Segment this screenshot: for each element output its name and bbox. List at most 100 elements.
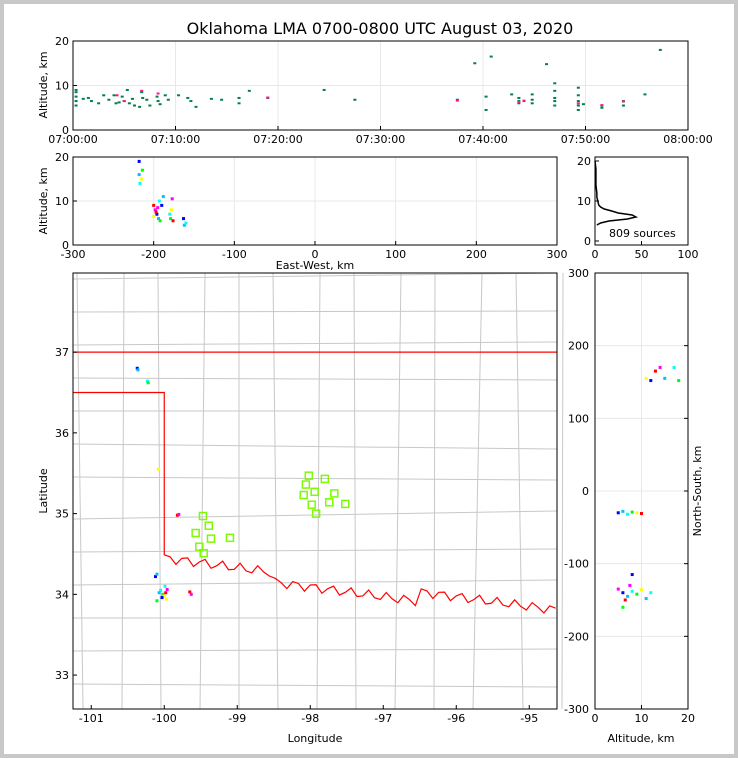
map-ylabel: Latitude xyxy=(37,468,50,514)
source-mark xyxy=(74,95,78,98)
county-line xyxy=(72,648,558,652)
station-marker xyxy=(330,489,339,498)
source-mark xyxy=(530,98,534,101)
station-marker xyxy=(225,533,235,543)
source-mark xyxy=(130,97,134,100)
x-tick-label: 20 xyxy=(681,712,695,725)
source-point xyxy=(152,203,156,207)
histogram-line xyxy=(594,160,639,226)
station-marker xyxy=(195,542,204,551)
station-marker xyxy=(301,480,311,489)
county-line xyxy=(72,510,558,520)
source-point xyxy=(140,177,144,181)
source-mark xyxy=(97,102,101,105)
source-point xyxy=(165,588,169,592)
source-mark xyxy=(140,91,144,94)
source-point xyxy=(626,512,630,516)
source-mark xyxy=(484,108,488,111)
plan-view-map-panel: -101 -100 -99 -98 -97 -96 -95 33 34 35 36 37 xyxy=(55,272,564,725)
source-mark xyxy=(220,98,224,101)
map-xlabel: Longitude xyxy=(288,732,343,745)
county-line xyxy=(157,272,162,710)
y-tick-label: 37 xyxy=(55,346,69,359)
station-marker xyxy=(204,521,214,530)
source-mark xyxy=(140,89,144,92)
y-tick-label: 10 xyxy=(55,80,69,93)
x-tick-label: 07:40:00 xyxy=(458,133,507,146)
source-point xyxy=(189,592,193,596)
county-line xyxy=(272,272,279,710)
eastwest-altitude-panel: -300 -200 -100 0 100 200 300 0 10 20 xyxy=(55,151,568,261)
source-point xyxy=(156,206,160,210)
x-tick-label: -100 xyxy=(222,248,247,261)
source-point xyxy=(155,572,159,576)
source-mark xyxy=(266,96,270,99)
source-point xyxy=(621,605,625,609)
source-point xyxy=(616,587,620,591)
source-point xyxy=(163,584,167,588)
source-point xyxy=(146,381,150,385)
y-tick-label: 33 xyxy=(55,669,69,682)
source-mark xyxy=(621,104,625,107)
x-tick-label: -97 xyxy=(374,712,392,725)
x-tick-label: -300 xyxy=(61,248,86,261)
source-point xyxy=(138,181,142,185)
x-tick-label: 300 xyxy=(547,248,568,261)
y-tick-label: 20 xyxy=(55,151,69,164)
source-point xyxy=(649,379,653,383)
county-line xyxy=(72,443,558,450)
source-mark xyxy=(473,62,477,65)
station-marker xyxy=(191,528,200,538)
source-point xyxy=(644,376,648,380)
x-tick-label: 0 xyxy=(592,712,599,725)
source-mark xyxy=(138,105,142,108)
altitude-histogram-panel: 0 50 100 0 10 20 xyxy=(577,155,699,261)
source-mark xyxy=(156,100,160,103)
source-mark xyxy=(102,94,106,97)
source-point xyxy=(161,195,165,199)
x-tick-label: 200 xyxy=(466,248,487,261)
source-point xyxy=(640,588,643,592)
y-tick-label: 300 xyxy=(568,267,589,280)
source-point xyxy=(184,221,188,225)
source-point xyxy=(621,509,625,513)
source-mark xyxy=(209,97,213,100)
source-mark xyxy=(148,104,152,107)
source-mark xyxy=(621,100,625,103)
county-line xyxy=(515,272,524,710)
county-line xyxy=(353,272,357,710)
source-point xyxy=(155,212,159,216)
source-point xyxy=(626,594,630,598)
source-mark xyxy=(120,95,124,98)
source-mark xyxy=(156,92,160,95)
station-marker xyxy=(304,471,314,480)
x-tick-label: -101 xyxy=(79,712,104,725)
x-tick-label: 0 xyxy=(592,248,599,261)
county-line xyxy=(72,272,558,280)
source-mark xyxy=(643,93,647,96)
source-mark xyxy=(81,97,85,100)
station-marker xyxy=(324,498,334,507)
source-mark xyxy=(553,104,557,107)
ns-ylabel: North-South, km xyxy=(691,446,704,537)
source-mark xyxy=(74,100,78,103)
source-mark xyxy=(517,96,521,99)
source-mark xyxy=(186,96,190,99)
source-mark xyxy=(576,102,580,105)
source-point xyxy=(663,376,667,380)
county-line xyxy=(72,476,558,481)
source-mark xyxy=(576,104,580,107)
county-line xyxy=(76,272,84,710)
source-point xyxy=(182,217,186,221)
y-tick-label: 10 xyxy=(55,195,69,208)
source-mark xyxy=(155,95,159,98)
y-tick-label: 20 xyxy=(577,155,591,168)
axes-frame xyxy=(72,272,558,710)
source-point xyxy=(649,591,653,595)
source-point xyxy=(616,511,620,515)
ew-ylabel: Altitude, km xyxy=(37,167,50,234)
x-tick-label: 0 xyxy=(312,248,319,261)
y-tick-label: 34 xyxy=(55,588,69,601)
source-point xyxy=(135,366,139,370)
source-point xyxy=(658,365,662,369)
